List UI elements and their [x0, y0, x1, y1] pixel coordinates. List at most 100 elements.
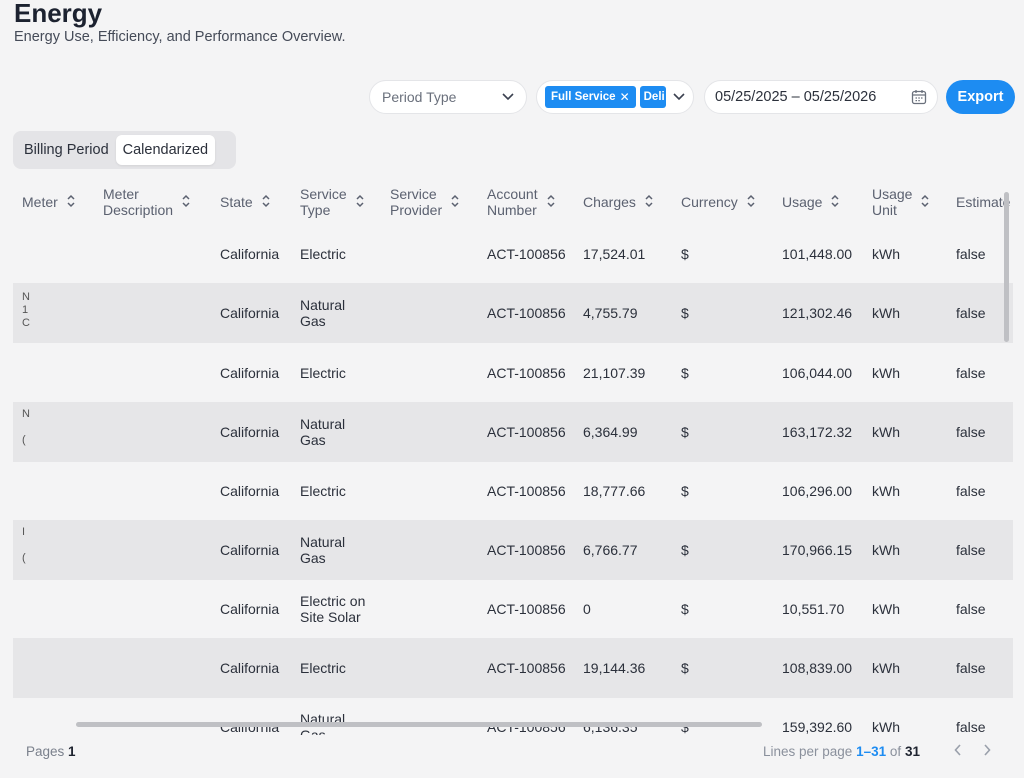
- export-button[interactable]: Export: [946, 80, 1015, 114]
- cell-charges: 19,144.36: [583, 660, 646, 676]
- cell-currency: $: [681, 365, 689, 381]
- horizontal-scrollbar[interactable]: [76, 722, 762, 727]
- cell-state: California: [220, 246, 280, 262]
- cell-state: California: [220, 660, 280, 676]
- table-row[interactable]: California Electric ACT-100856 17,524.01…: [13, 224, 1013, 284]
- cell-service-type: Electric: [300, 660, 346, 676]
- cell-account-number: ACT-100856: [487, 424, 566, 440]
- cell-state: California: [220, 305, 280, 321]
- cell-estimate: false: [956, 365, 986, 381]
- cell-estimate: false: [956, 305, 986, 321]
- cell-usage: 106,296.00: [782, 483, 853, 499]
- cell-state: California: [220, 424, 280, 440]
- column-header-account-number[interactable]: Account Number: [487, 180, 556, 224]
- sort-icon: [261, 194, 271, 211]
- cell-currency: $: [681, 601, 689, 617]
- lines-per-page-info: Lines per page 1–31 of 31: [763, 744, 920, 759]
- service-tag-label: Full Service: [551, 91, 616, 103]
- column-header-estimate[interactable]: Estimate: [956, 194, 1011, 210]
- sort-icon: [746, 194, 756, 211]
- cell-usage-unit: kWh: [872, 660, 900, 676]
- table-row[interactable]: California Electric ACT-100856 21,107.39…: [13, 343, 1013, 403]
- column-header-meter[interactable]: Meter: [22, 180, 76, 224]
- pages-indicator: Pages 1: [26, 744, 76, 759]
- cell-service-type: Electric: [300, 365, 346, 381]
- cell-usage-unit: kWh: [872, 542, 900, 558]
- chevron-right-icon: [984, 744, 991, 756]
- service-tag-full-service[interactable]: Full Service ✕: [545, 86, 636, 108]
- prev-page-button[interactable]: [954, 743, 962, 760]
- cell-estimate: false: [956, 483, 986, 499]
- cell-state: California: [220, 719, 280, 735]
- column-header-charges[interactable]: Charges: [583, 180, 654, 224]
- cell-service-type: Natural Gas: [300, 416, 346, 448]
- date-range-picker[interactable]: 05/25/2025 – 05/25/2026: [704, 80, 938, 114]
- cell-usage: 159,392.60: [782, 719, 853, 735]
- service-tag-label: Deli: [643, 91, 665, 103]
- table-row[interactable]: California Electric ACT-100856 18,777.66…: [13, 461, 1013, 521]
- cell-currency: $: [681, 424, 689, 440]
- cell-usage: 101,448.00: [782, 246, 853, 262]
- column-header-state[interactable]: State: [220, 180, 271, 224]
- cell-usage-unit: kWh: [872, 246, 900, 262]
- period-type-placeholder: Period Type: [382, 89, 457, 105]
- column-header-meter-description[interactable]: Meter Description: [103, 180, 191, 224]
- close-icon[interactable]: ✕: [619, 90, 630, 104]
- cell-charges: 6,364.99: [583, 424, 638, 440]
- cell-usage-unit: kWh: [872, 424, 900, 440]
- cell-account-number: ACT-100856: [487, 542, 566, 558]
- sort-icon: [181, 194, 191, 211]
- cell-currency: $: [681, 305, 689, 321]
- cell-usage-unit: kWh: [872, 601, 900, 617]
- table-header: Meter Meter Description State Service Type…: [13, 180, 1013, 224]
- date-range-value: 05/25/2025 – 05/25/2026: [715, 89, 877, 105]
- cell-currency: $: [681, 660, 689, 676]
- cell-charges: 21,107.39: [583, 365, 646, 381]
- cell-usage: 121,302.46: [782, 305, 853, 321]
- cell-service-type: Electric on Site Solar: [300, 593, 366, 625]
- cell-usage-unit: kWh: [872, 365, 900, 381]
- table-row[interactable]: I( California Natural Gas ACT-100856 6,76…: [13, 520, 1013, 580]
- cell-charges: 17,524.01: [583, 246, 646, 262]
- cell-meter: I(: [22, 526, 26, 564]
- service-tag-deli[interactable]: Deli: [639, 86, 666, 108]
- period-type-select[interactable]: Period Type: [369, 80, 527, 114]
- cell-usage-unit: kWh: [872, 483, 900, 499]
- cell-estimate: false: [956, 542, 986, 558]
- cell-service-type: Electric: [300, 483, 346, 499]
- column-header-service-type[interactable]: Service Type: [300, 180, 365, 224]
- sort-icon: [450, 194, 460, 211]
- sort-icon: [355, 194, 365, 211]
- calendar-icon: [911, 89, 927, 105]
- cell-estimate: false: [956, 424, 986, 440]
- table-row[interactable]: California Electric on Site Solar ACT-100…: [13, 579, 1013, 639]
- chevron-down-icon: [502, 93, 514, 101]
- cell-usage: 106,044.00: [782, 365, 853, 381]
- cell-charges: 4,755.79: [583, 305, 638, 321]
- cell-account-number: ACT-100856: [487, 660, 566, 676]
- next-page-button[interactable]: [983, 743, 991, 760]
- table-row[interactable]: California Electric ACT-100856 19,144.36…: [13, 638, 1013, 698]
- column-header-currency[interactable]: Currency: [681, 180, 756, 224]
- service-multiselect[interactable]: Full Service ✕ Deli: [536, 80, 694, 114]
- column-header-service-provider[interactable]: Service Provider: [390, 180, 460, 224]
- cell-currency: $: [681, 542, 689, 558]
- toggle-billing-period[interactable]: Billing Period: [24, 142, 109, 158]
- sort-icon: [830, 194, 840, 211]
- vertical-scrollbar[interactable]: [1004, 192, 1009, 342]
- cell-charges: 6,766.77: [583, 542, 638, 558]
- cell-currency: $: [681, 246, 689, 262]
- table-row[interactable]: N( California Natural Gas ACT-100856 6,36…: [13, 402, 1013, 462]
- energy-table: Meter Meter Description State Service Type…: [13, 180, 1013, 735]
- cell-state: California: [220, 542, 280, 558]
- toggle-calendarized[interactable]: Calendarized: [115, 135, 216, 165]
- cell-account-number: ACT-100856: [487, 601, 566, 617]
- table-row[interactable]: California Natural Gas ACT-100856 6,136.3…: [13, 697, 1013, 735]
- sort-icon: [66, 194, 76, 211]
- column-header-usage[interactable]: Usage: [782, 180, 840, 224]
- column-header-usage-unit[interactable]: Usage Unit: [872, 180, 930, 224]
- cell-estimate: false: [956, 246, 986, 262]
